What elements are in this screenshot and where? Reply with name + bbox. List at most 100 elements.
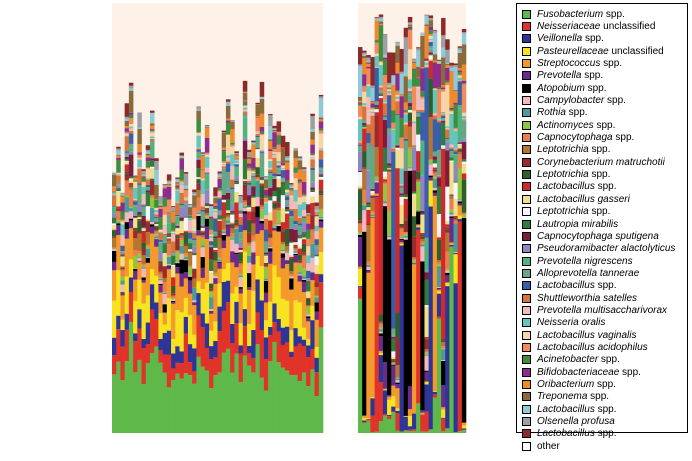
bar-segment bbox=[276, 225, 282, 232]
bar-segment bbox=[318, 210, 324, 217]
bar-segment bbox=[204, 206, 210, 207]
bar-segment bbox=[306, 238, 311, 247]
bar-segment bbox=[124, 195, 130, 198]
bar-segment bbox=[247, 159, 252, 164]
bar-segment bbox=[276, 176, 282, 179]
bar-segment bbox=[187, 215, 193, 216]
bar-segment bbox=[137, 154, 142, 158]
bar-segment bbox=[120, 194, 125, 196]
legend-swatch bbox=[522, 379, 531, 389]
bar-segment bbox=[247, 184, 252, 187]
bar-segment bbox=[280, 250, 286, 252]
bar-segment bbox=[238, 275, 244, 278]
bar-segment bbox=[213, 283, 218, 322]
bar-segment bbox=[280, 222, 286, 231]
bar-segment bbox=[217, 197, 223, 199]
bar-segment bbox=[154, 198, 159, 200]
legend-label: Capnocytophaga sputigena bbox=[537, 230, 659, 242]
bar-segment bbox=[221, 161, 227, 163]
bar-segment bbox=[209, 246, 214, 248]
bar-segment bbox=[362, 420, 367, 423]
bar-segment bbox=[175, 216, 180, 225]
bar-segment bbox=[230, 228, 235, 234]
bar-segment bbox=[137, 233, 142, 252]
bar-segment bbox=[366, 84, 371, 87]
bar-segment bbox=[310, 144, 315, 154]
bar-segment bbox=[382, 34, 388, 35]
bar-segment bbox=[255, 104, 260, 116]
bar-segment bbox=[255, 149, 260, 158]
bar-segment bbox=[416, 403, 421, 433]
bar-segment bbox=[407, 167, 413, 169]
bar-segment bbox=[166, 298, 172, 331]
bar-segment bbox=[391, 122, 396, 129]
bar-segment bbox=[112, 192, 117, 195]
bar-segment bbox=[387, 210, 392, 237]
bar-segment bbox=[306, 357, 311, 387]
bar-segment bbox=[145, 262, 151, 296]
bar-segment bbox=[187, 251, 193, 252]
bar-segment bbox=[314, 202, 320, 207]
bar-segment bbox=[242, 184, 248, 201]
bar-segment bbox=[293, 255, 298, 263]
bar-segment bbox=[141, 282, 147, 304]
bar-segment bbox=[314, 396, 320, 433]
bar-segment bbox=[158, 349, 163, 363]
bar-segment bbox=[187, 240, 193, 243]
legend-label: Lactobacillus spp. bbox=[537, 181, 617, 193]
bar-segment bbox=[247, 195, 252, 206]
bar-segment bbox=[441, 418, 446, 432]
bar-segment bbox=[403, 416, 409, 431]
bar-segment bbox=[358, 102, 363, 104]
bar-segment bbox=[314, 214, 320, 216]
bar-segment bbox=[251, 252, 256, 265]
bar-segment bbox=[242, 91, 248, 93]
bar-segment bbox=[120, 252, 125, 255]
bar-segment bbox=[441, 118, 446, 120]
bar-segment bbox=[362, 91, 367, 104]
bar-segment bbox=[263, 292, 269, 303]
bar-segment bbox=[453, 219, 458, 222]
legend-swatch bbox=[522, 367, 531, 377]
bar-segment bbox=[192, 371, 197, 384]
bar-segment bbox=[461, 429, 467, 431]
bar-segment bbox=[133, 217, 138, 219]
bar-segment bbox=[183, 198, 189, 200]
bar-segment bbox=[366, 124, 371, 133]
bar-segment bbox=[141, 384, 147, 433]
bar-segment bbox=[461, 118, 467, 120]
bar-segment bbox=[289, 228, 294, 242]
bar-segment bbox=[314, 239, 320, 245]
bar-segment bbox=[403, 64, 409, 77]
bar-segment bbox=[416, 111, 421, 113]
legend-swatch bbox=[522, 429, 531, 439]
bar-segment bbox=[209, 218, 214, 230]
bar-segment bbox=[293, 201, 298, 209]
bar-segment bbox=[382, 415, 388, 433]
bar-segment bbox=[407, 106, 413, 110]
bar-segment bbox=[314, 212, 320, 214]
bar-segment bbox=[449, 113, 454, 145]
bar-segment bbox=[204, 208, 210, 210]
bar-segment bbox=[318, 117, 324, 120]
bar-segment bbox=[137, 261, 142, 262]
bar-segment bbox=[234, 252, 239, 255]
bar-segment bbox=[378, 65, 384, 86]
bar-segment bbox=[445, 39, 450, 50]
bar-segment bbox=[301, 170, 307, 172]
bar-segment bbox=[276, 187, 282, 203]
bar-segment bbox=[391, 411, 396, 412]
bar-segment bbox=[403, 430, 409, 431]
bar-segment bbox=[192, 246, 197, 253]
bar-segment bbox=[318, 169, 324, 173]
bar-segment bbox=[428, 58, 434, 61]
bar-segment bbox=[128, 183, 134, 186]
bar-segment bbox=[133, 227, 138, 229]
bar-segment bbox=[395, 91, 400, 95]
bar-segment bbox=[251, 210, 256, 212]
bar-segment bbox=[196, 293, 201, 316]
bar-segment bbox=[175, 273, 180, 311]
bar-segment bbox=[318, 98, 324, 118]
bar-segment bbox=[310, 369, 315, 433]
bar-segment bbox=[213, 278, 218, 284]
